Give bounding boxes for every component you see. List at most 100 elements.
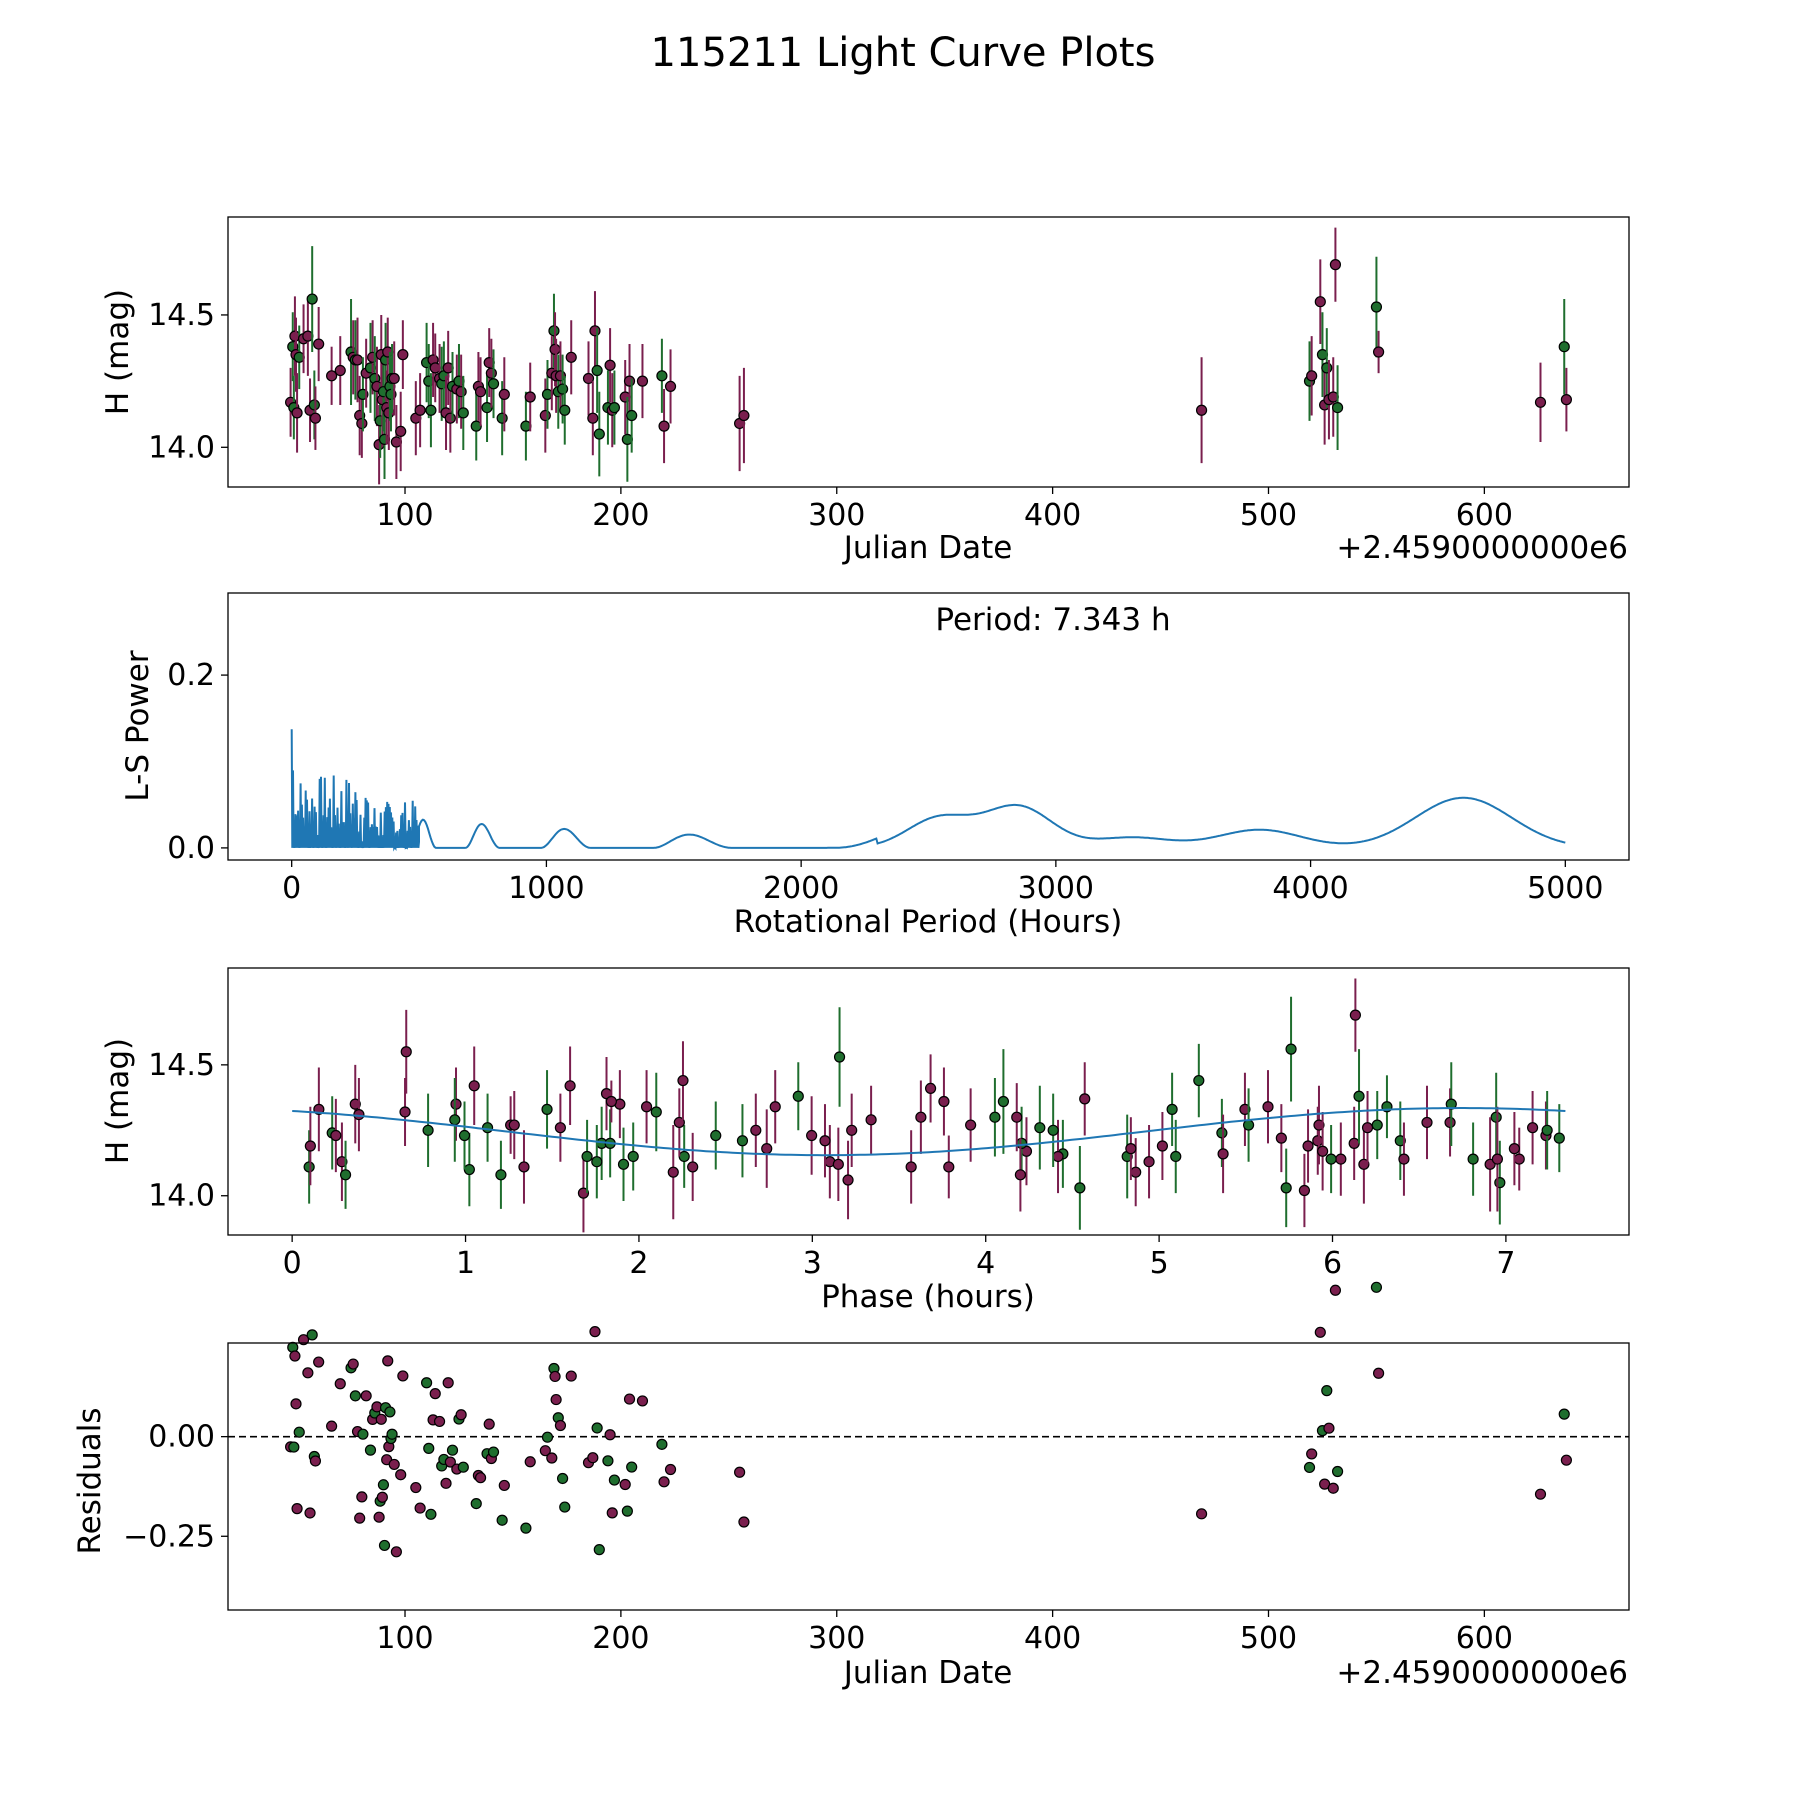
phased-xtick-label: 6: [1323, 1246, 1342, 1281]
lightcurve-point: [589, 325, 601, 337]
residual-point: [376, 1491, 388, 1503]
phased-point: [468, 1080, 480, 1092]
residual-point: [293, 1426, 305, 1438]
phased-point: [518, 1161, 530, 1173]
residual-point: [524, 1456, 536, 1468]
lightcurve-point: [565, 351, 577, 363]
phased-point: [792, 1090, 804, 1102]
periodogram-ylabel: L-S Power: [120, 650, 156, 801]
phased-point: [627, 1150, 639, 1163]
phased-point: [1325, 1153, 1337, 1165]
phased-point: [965, 1119, 977, 1131]
residual-point: [290, 1398, 302, 1410]
lightcurve-point: [306, 293, 318, 305]
phased-xtick-label: 2: [629, 1246, 648, 1281]
residual-point: [658, 1476, 670, 1488]
phased-point: [1348, 1137, 1360, 1149]
phased-point: [1394, 1135, 1406, 1147]
residuals-ylabel: Residuals: [72, 1407, 108, 1554]
lightcurve-point: [425, 404, 437, 416]
periodogram-ytick-label: 0.0: [167, 831, 215, 866]
periodogram-panel: 0 1000 2000 3000 4000 5000 0.0 0.2 Period: 7.34…: [120, 592, 1630, 940]
lightcurve-point: [308, 399, 320, 411]
lightcurve-point: [1306, 370, 1318, 382]
lightcurve-point: [457, 407, 469, 419]
residual-point: [388, 1458, 400, 1471]
residual-point: [606, 1507, 618, 1519]
phased-point: [1156, 1140, 1169, 1152]
phased-point: [1170, 1150, 1182, 1163]
periodogram-xlabel: Rotational Period (Hours): [734, 904, 1123, 940]
lightcurve-xtick-label: 200: [592, 498, 649, 533]
residual-point: [621, 1505, 633, 1517]
phased-frame: [227, 967, 1630, 1236]
phased-point: [677, 1074, 689, 1087]
residual-point: [384, 1406, 396, 1418]
residual-point: [734, 1466, 746, 1478]
phased-point: [924, 1082, 937, 1095]
phased-point: [832, 1158, 844, 1170]
residual-point: [602, 1455, 614, 1467]
phased-point: [463, 1163, 475, 1176]
phased-marks: [292, 978, 1566, 1233]
residual-point: [442, 1377, 454, 1389]
residual-point: [636, 1395, 649, 1407]
residual-point: [593, 1544, 605, 1556]
residual-point: [619, 1478, 631, 1491]
phased-ylabel: H (mag): [100, 1038, 136, 1164]
lightcurve-point: [1314, 296, 1326, 308]
residuals-xtick-label: 500: [1240, 1621, 1297, 1656]
periodogram-xtick-label: 3000: [1018, 871, 1094, 906]
phased-point: [1491, 1153, 1503, 1165]
lightcurve-point: [414, 404, 426, 416]
residual-point: [738, 1516, 750, 1528]
phased-point: [1074, 1182, 1086, 1194]
phased-point: [1467, 1153, 1479, 1165]
residual-point: [356, 1491, 368, 1503]
lightcurve-point: [587, 412, 599, 424]
residual-point: [1560, 1454, 1572, 1466]
phased-point: [1445, 1098, 1457, 1110]
residual-point: [565, 1370, 577, 1382]
phased-point: [581, 1150, 593, 1163]
residuals-frame: [227, 1342, 1630, 1611]
lightcurve-xtick-label: 400: [1024, 498, 1081, 533]
phased-point: [1034, 1122, 1046, 1134]
phased-point: [1490, 1111, 1502, 1123]
lightcurve-point: [326, 370, 338, 382]
phased-point: [905, 1161, 917, 1173]
lightcurve-point: [556, 383, 569, 395]
residuals-xlabel: Julian Date: [842, 1655, 1013, 1691]
residual-point: [375, 1413, 387, 1425]
residuals-xtick-label: 300: [808, 1621, 865, 1656]
residual-point: [395, 1469, 407, 1481]
residual-point: [334, 1378, 346, 1390]
phased-xtick-label: 3: [803, 1246, 822, 1281]
lightcurve-point: [604, 359, 616, 371]
phased-xtick-label: 4: [976, 1246, 995, 1281]
lightcurve-point: [626, 409, 638, 422]
residuals-xtick-label: 400: [1024, 1621, 1081, 1656]
lightcurve-point: [485, 367, 497, 379]
lightcurve-point: [1329, 259, 1342, 271]
residual-point: [541, 1431, 554, 1443]
phased-point: [1242, 1119, 1255, 1131]
phased-point: [678, 1150, 690, 1163]
lightcurve-point: [309, 412, 322, 424]
lightcurve-point: [582, 372, 595, 385]
phased-point: [1353, 1090, 1365, 1102]
phased-point: [400, 1046, 412, 1058]
phased-point: [1421, 1116, 1433, 1129]
phased-point: [303, 1161, 315, 1173]
phased-point: [304, 1140, 316, 1152]
residual-point: [354, 1512, 366, 1524]
residual-point: [297, 1334, 310, 1346]
phased-point: [1541, 1124, 1553, 1136]
residual-point: [496, 1514, 508, 1526]
phased-point: [1016, 1137, 1028, 1149]
lightcurve-point: [1195, 404, 1208, 416]
lightcurve-point: [334, 364, 346, 377]
phased-point: [1216, 1127, 1228, 1139]
lightcurve-point: [474, 386, 487, 398]
residuals-x-offset: +2.4590000000e6: [1336, 1655, 1628, 1691]
